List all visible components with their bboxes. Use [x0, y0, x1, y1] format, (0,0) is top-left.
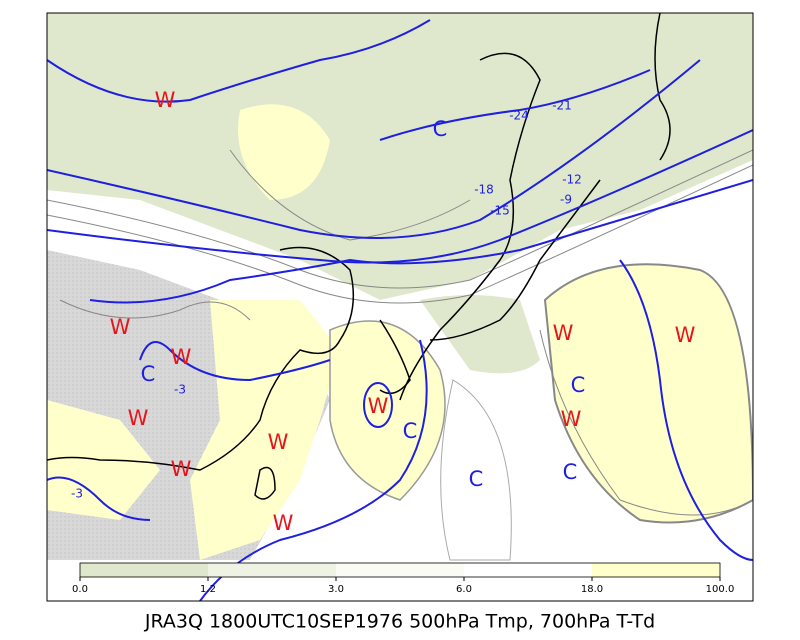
colorbar-label: 1.2 — [200, 584, 216, 595]
pressure-marker: W — [553, 321, 574, 345]
contour-label: -3 — [174, 383, 186, 397]
pressure-marker: C — [141, 362, 156, 386]
colorbar-label: 6.0 — [456, 584, 472, 595]
map-area — [47, 13, 753, 601]
contour-label: -21 — [552, 99, 572, 113]
pressure-marker: W — [368, 394, 389, 418]
pressure-marker: W — [110, 315, 131, 339]
contour-label: -15 — [490, 204, 510, 218]
pressure-marker: W — [128, 406, 149, 430]
contour-label: -12 — [562, 173, 582, 187]
pressure-marker: C — [571, 373, 586, 397]
pressure-marker: C — [433, 117, 448, 141]
pressure-marker: W — [675, 323, 696, 347]
pressure-marker: W — [171, 457, 192, 481]
pressure-marker: C — [563, 460, 578, 484]
colorbar-label: 100.0 — [706, 584, 735, 595]
colorbar-label: 0.0 — [72, 584, 88, 595]
pressure-marker: W — [268, 430, 289, 454]
pressure-marker: W — [561, 407, 582, 431]
pressure-marker: C — [403, 419, 418, 443]
map-title: JRA3Q 1800UTC10SEP1976 500hPa Tmp, 700hP… — [144, 611, 655, 633]
pressure-marker: W — [171, 345, 192, 369]
contour-label: -9 — [560, 193, 572, 207]
colorbar-label: 3.0 — [328, 584, 344, 595]
contour-label: -18 — [474, 183, 494, 197]
pressure-marker: C — [469, 467, 484, 491]
pressure-marker: W — [155, 88, 176, 112]
contour-label: -3 — [71, 487, 83, 501]
colorbar-label: 18.0 — [581, 584, 603, 595]
map-frame — [46, 12, 754, 602]
pressure-marker: W — [273, 511, 294, 535]
contour-label: -24 — [509, 109, 529, 123]
